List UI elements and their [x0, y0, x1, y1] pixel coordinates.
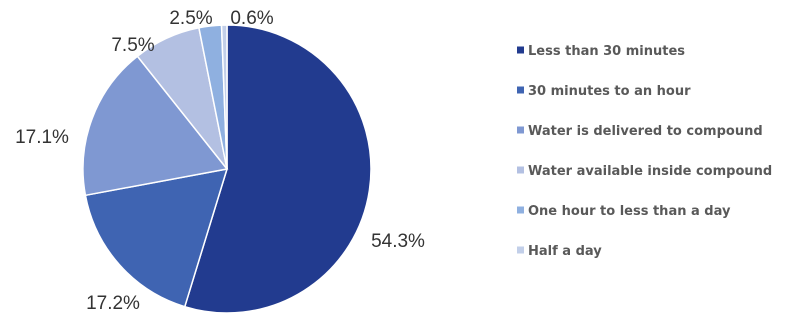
legend-swatch-6 — [517, 246, 524, 254]
legend-swatch-5 — [517, 206, 524, 214]
legend-label-4: Water available inside compound — [528, 164, 772, 179]
data-label-6: 0.6% — [230, 8, 273, 29]
pie-slice-3 — [82, 55, 229, 197]
legend-label-3: Water is delivered to compound — [528, 124, 763, 139]
pie-slice-2 — [84, 168, 229, 308]
legend-label-6: Half a day — [528, 244, 602, 259]
pie-slice-1 — [183, 24, 372, 314]
pie-slice-6 — [220, 24, 228, 170]
legend-swatch-4 — [517, 166, 524, 174]
pie-data-labels: 54.3% 17.2% 17.1% 7.5% 2.5% 0.6% — [15, 8, 425, 314]
legend-label-2: 30 minutes to an hour — [528, 84, 691, 99]
legend-swatch-3 — [517, 126, 524, 134]
data-label-2: 17.2% — [86, 293, 140, 314]
data-label-4: 7.5% — [111, 35, 154, 56]
legend-swatch-2 — [517, 86, 524, 94]
legend-label-5: One hour to less than a day — [528, 204, 731, 219]
data-label-3: 17.1% — [15, 127, 69, 148]
legend-swatch-1 — [517, 46, 524, 54]
pie-slices — [82, 24, 372, 314]
data-label-1: 54.3% — [371, 231, 425, 252]
legend: Less than 30 minutes 30 minutes to an hou… — [517, 44, 772, 259]
legend-label-1: Less than 30 minutes — [528, 44, 685, 59]
data-label-5: 2.5% — [169, 8, 212, 29]
